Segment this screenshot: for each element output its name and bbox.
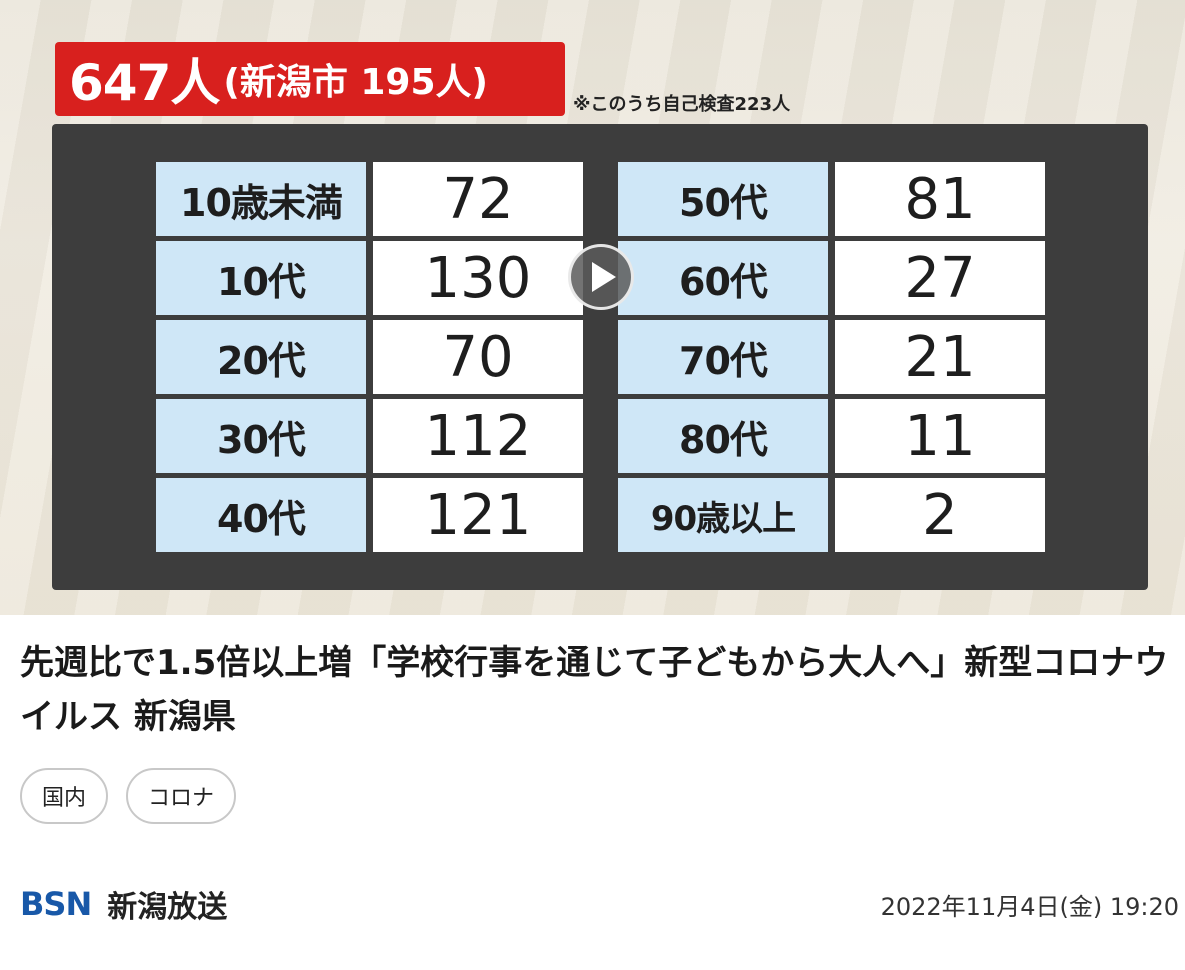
age-count: 2 xyxy=(835,478,1045,552)
age-label: 30代 xyxy=(156,399,366,473)
tag-list: 国内 コロナ xyxy=(20,768,237,824)
age-count: 70 xyxy=(373,320,583,394)
age-table-right: 50代 81 60代 27 70代 21 80代 11 90歳以上 2 xyxy=(618,162,1045,552)
video-thumbnail[interactable]: 647人 (新潟市 195人) ※このうち自己検査223人 10歳未満 72 1… xyxy=(0,0,1185,615)
age-count: 27 xyxy=(835,241,1045,315)
age-label: 40代 xyxy=(156,478,366,552)
age-label: 10代 xyxy=(156,241,366,315)
age-count: 112 xyxy=(373,399,583,473)
age-count: 130 xyxy=(373,241,583,315)
age-label: 10歳未満 xyxy=(156,162,366,236)
tag-domestic[interactable]: 国内 xyxy=(20,768,109,824)
age-label: 60代 xyxy=(618,241,828,315)
age-table-left: 10歳未満 72 10代 130 20代 70 30代 112 40代 121 xyxy=(156,162,583,552)
tag-corona[interactable]: コロナ xyxy=(126,768,237,824)
age-label: 20代 xyxy=(156,320,366,394)
source-name[interactable]: 新潟放送 xyxy=(107,890,228,925)
age-count: 81 xyxy=(835,162,1045,236)
age-label: 80代 xyxy=(618,399,828,473)
headline-banner: 647人 (新潟市 195人) xyxy=(55,42,565,116)
age-label: 50代 xyxy=(618,162,828,236)
source-info[interactable]: BSN 新潟放送 xyxy=(20,882,227,926)
play-icon xyxy=(592,262,616,292)
age-count: 11 xyxy=(835,399,1045,473)
headline-total: 647人 xyxy=(69,54,220,112)
bsn-logo[interactable]: BSN xyxy=(20,885,92,923)
age-count: 121 xyxy=(373,478,583,552)
age-count: 72 xyxy=(373,162,583,236)
age-label: 90歳以上 xyxy=(618,478,828,552)
age-count: 21 xyxy=(835,320,1045,394)
headline-city: (新潟市 195人) xyxy=(223,62,488,103)
play-button[interactable] xyxy=(568,244,634,310)
article-title: 先週比で1.5倍以上増「学校行事を通じて子どもから大人へ」新型コロナウイルス 新… xyxy=(20,643,1169,737)
publish-datetime: 2022年11月4日(金) 19:20 xyxy=(880,893,1179,921)
self-test-note: ※このうち自己検査223人 xyxy=(573,94,791,115)
age-label: 70代 xyxy=(618,320,828,394)
